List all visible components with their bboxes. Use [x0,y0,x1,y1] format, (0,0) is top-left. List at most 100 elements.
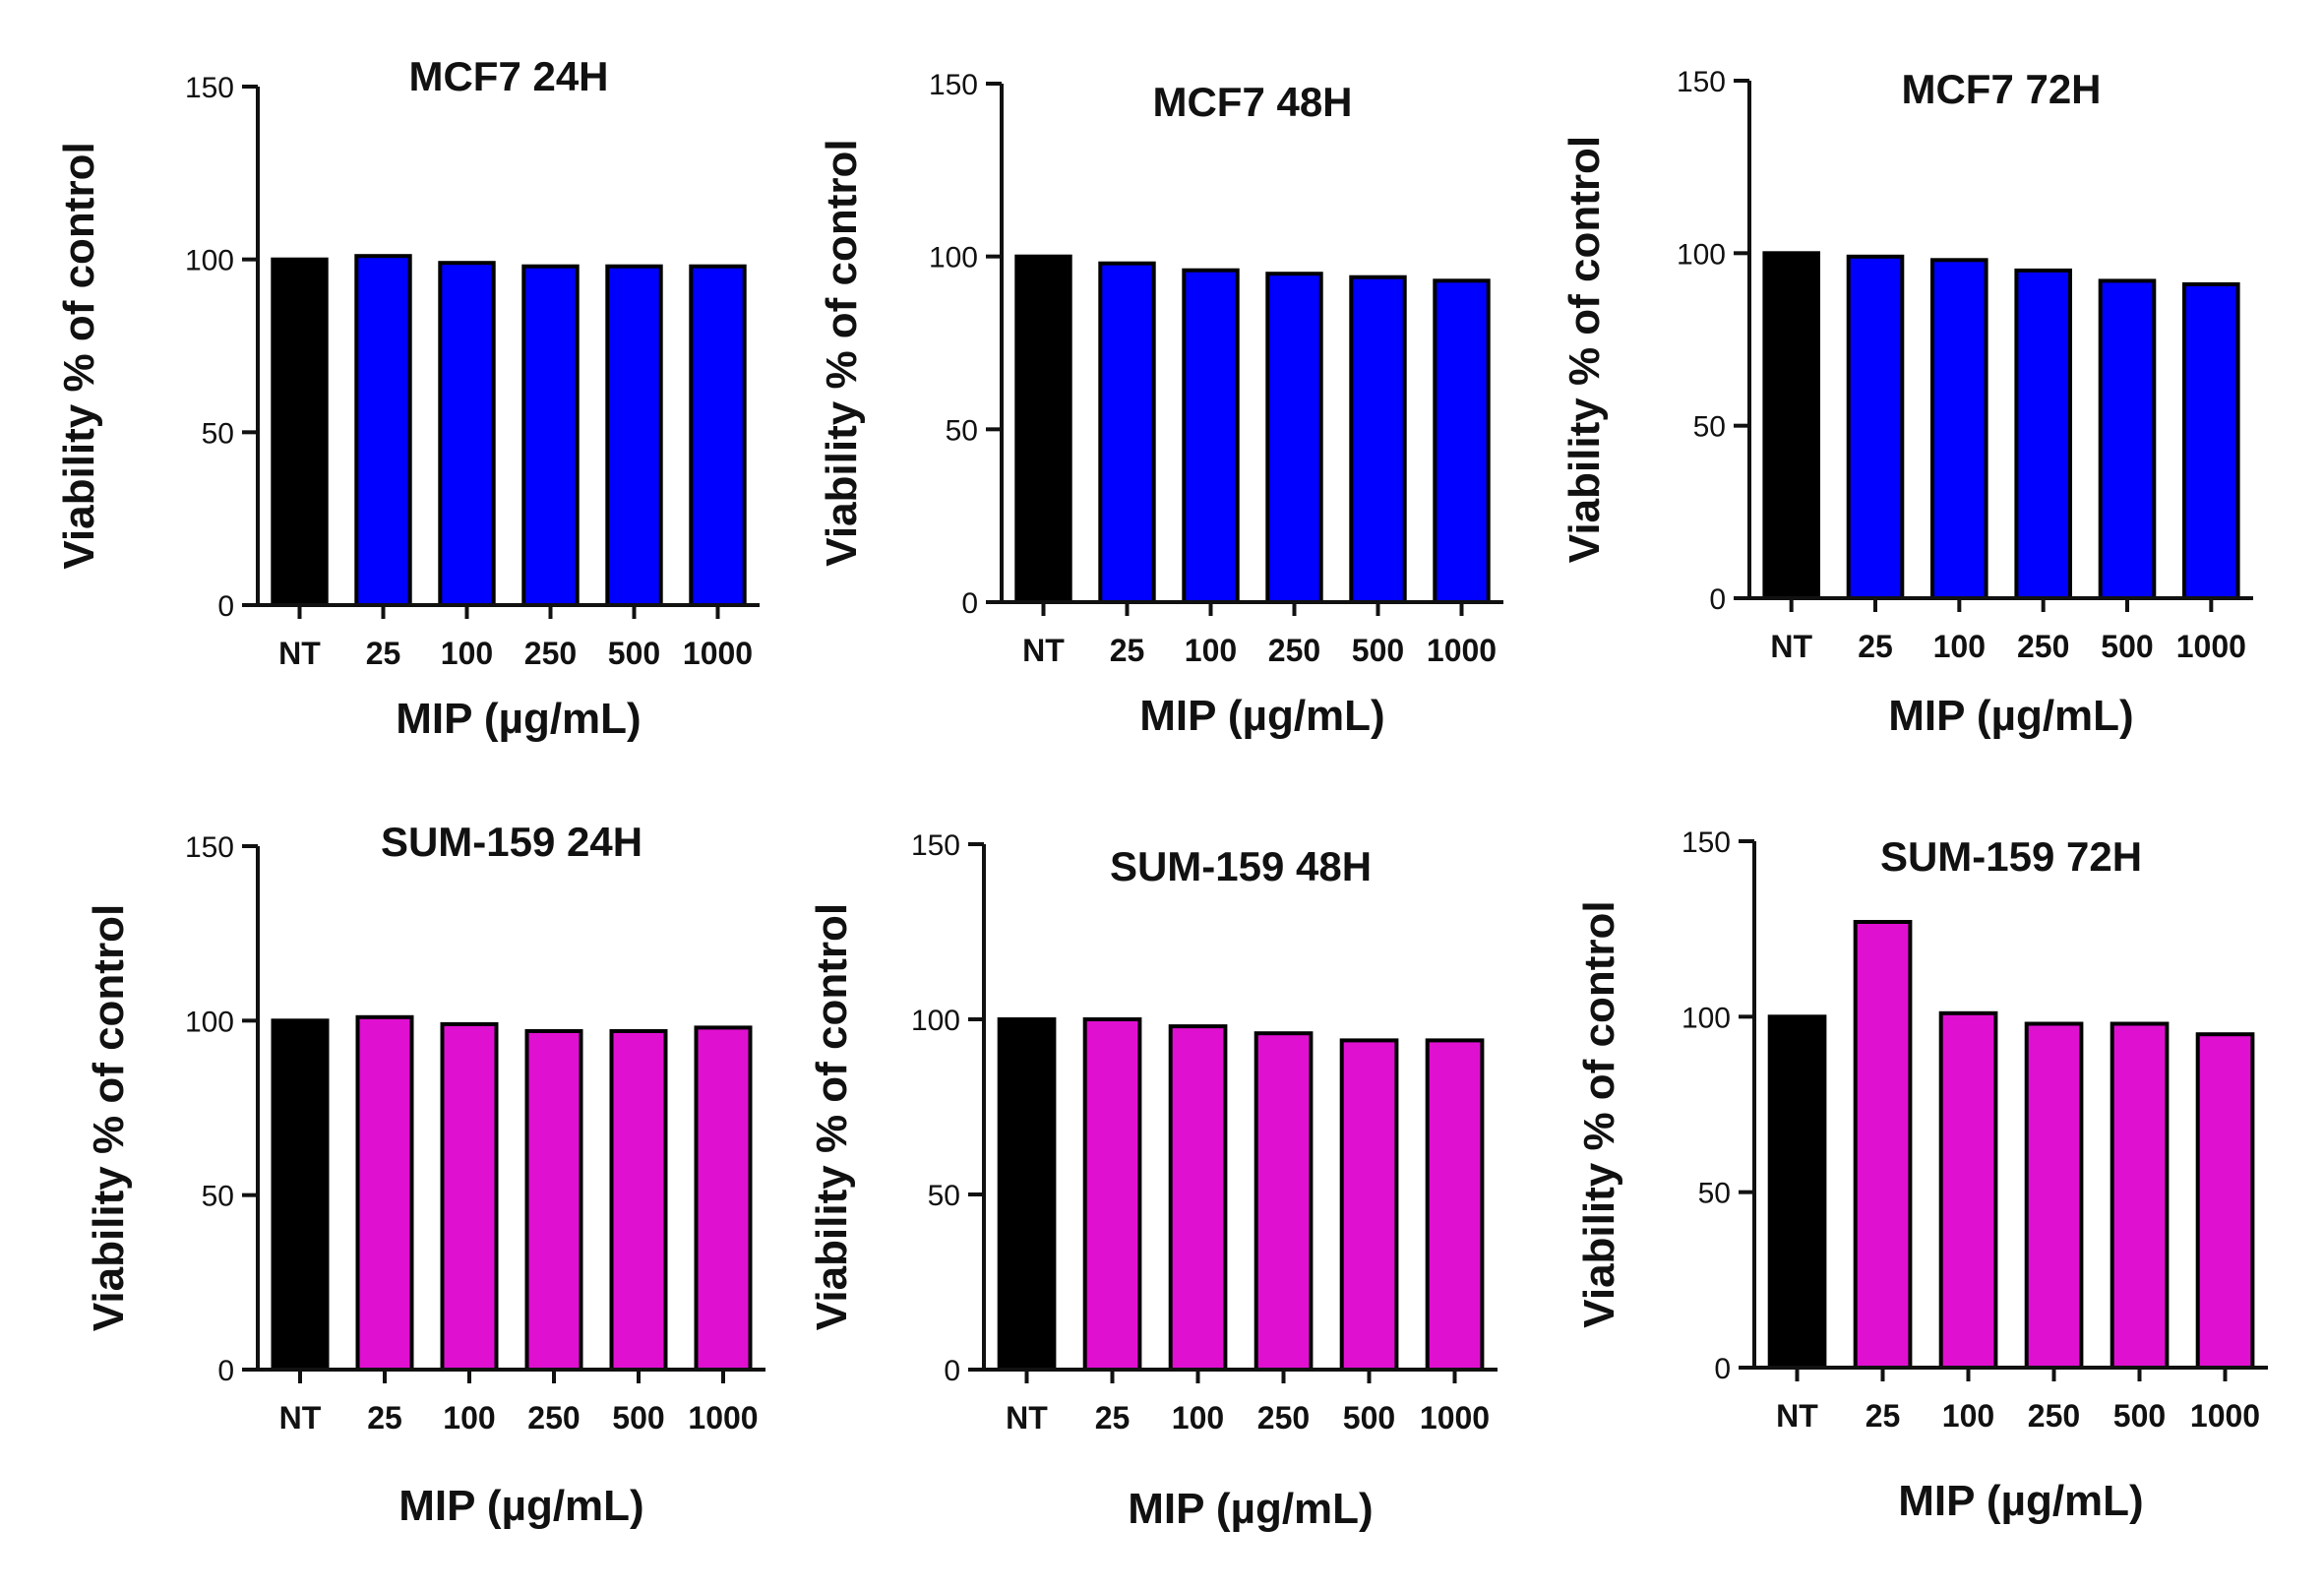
y-tick-label: 150 [185,72,234,104]
bar-500 [1339,1038,1399,1373]
x-tick-label: 250 [2028,1398,2080,1434]
y-axis-label: Viability % of control [55,142,103,569]
x-tick-label: 250 [1257,1400,1310,1436]
x-axis-label: MIP (µg/mL) [1888,692,2133,740]
x-tick-label: 25 [1095,1400,1131,1436]
bar-NT [271,1018,330,1373]
bar-NT [271,257,329,607]
y-axis-label: Viability % of control [85,904,133,1331]
bar-1000 [2182,281,2240,600]
bar-100 [1182,268,1240,604]
bar-25 [355,1014,414,1373]
bar-100 [440,1021,499,1373]
y-axis-label: Viability % of control [1560,136,1609,563]
y-tick-label: 100 [185,245,234,277]
x-axis-label: MIP (µg/mL) [396,695,641,743]
bar-250 [521,264,580,607]
bar-250 [2024,1021,2084,1370]
x-tick-label: 500 [608,636,660,671]
y-tick-label: 150 [911,829,960,862]
bar-1000 [1425,1038,1485,1373]
x-tick-label: 25 [367,1400,402,1436]
x-tick-label: 100 [1933,629,1986,664]
x-tick-label: 100 [443,1400,495,1436]
bar-500 [2110,1021,2170,1370]
chart-title: SUM-159 24H [381,819,642,865]
y-tick-label: 100 [185,1006,234,1038]
y-tick-label: 50 [202,1181,234,1213]
y-tick-label: 0 [217,1355,234,1387]
x-tick-label: 500 [2113,1398,2166,1434]
y-tick-label: 50 [946,414,978,447]
bar-100 [438,261,496,607]
chart-title: MCF7 72H [1901,66,2101,112]
y-tick-label: 100 [929,242,978,275]
x-tick-label: 500 [612,1400,664,1436]
x-tick-label: 25 [366,636,401,671]
x-tick-label: NT [1022,633,1065,668]
x-tick-label: NT [279,1400,322,1436]
y-tick-label: 150 [929,69,978,101]
x-axis-label: MIP (µg/mL) [1139,692,1384,740]
bar-250 [1265,272,1323,604]
x-tick-label: 1000 [1427,633,1497,668]
chart-title: MCF7 48H [1152,79,1352,125]
bar-25 [1846,254,1905,600]
y-tick-label: 50 [1698,1178,1731,1210]
bar-25 [1082,1017,1142,1372]
y-tick-label: 150 [185,831,234,864]
bar-1000 [1433,278,1491,604]
y-tick-label: 0 [1709,583,1726,616]
bar-25 [1098,261,1156,604]
bar-500 [1349,275,1407,604]
y-tick-label: 0 [961,587,978,620]
chart-panel-3: NT 25 100 250 500 1000 0 50 100 150 MCF7 72H MIP (µ… [1560,66,2253,740]
x-tick-label: 100 [1942,1398,1994,1434]
x-tick-label: 100 [1172,1400,1224,1436]
bar-100 [1168,1024,1228,1372]
x-axis-label: MIP (µg/mL) [398,1482,643,1530]
bar-1000 [2195,1032,2255,1370]
y-tick-label: 100 [1682,1002,1731,1034]
bar-250 [524,1029,583,1372]
chart-panel-4: NT 25 100 250 500 1000 0 50 100 150 SUM-159 24H MIP… [85,819,765,1530]
chart-title: SUM-159 72H [1880,833,2142,880]
x-tick-label: 250 [2017,629,2069,664]
x-tick-label: 1000 [2176,629,2246,664]
x-tick-label: 25 [1865,1398,1901,1434]
bar-100 [1938,1010,1998,1371]
y-tick-label: 50 [1693,411,1726,444]
bar-NT [997,1017,1057,1372]
bar-NT [1014,254,1072,604]
x-tick-label: 500 [1352,633,1404,668]
y-tick-label: 100 [911,1005,960,1037]
x-tick-label: NT [1770,629,1812,664]
x-tick-label: 250 [527,1400,580,1436]
y-tick-label: 50 [202,417,234,450]
bar-250 [1254,1031,1314,1372]
x-tick-label: 1000 [2190,1398,2260,1434]
chart-panel-6: NT 25 100 250 500 1000 0 50 100 150 SUM-159 72H MIP… [1575,826,2268,1525]
x-tick-label: 1000 [683,636,753,671]
chart-panel-2: NT 25 100 250 500 1000 0 50 100 150 MCF7 48H MIP (µ… [818,69,1503,740]
bar-1000 [689,264,747,607]
x-tick-label: NT [278,636,321,671]
x-tick-label: NT [1776,1398,1818,1434]
bar-NT [1767,1014,1827,1371]
x-tick-label: 100 [1185,633,1237,668]
bar-25 [354,254,412,607]
y-tick-label: 50 [928,1180,960,1212]
x-tick-label: NT [1006,1400,1048,1436]
bar-NT [1762,251,1821,600]
chart-panel-1: NT 25 100 250 500 1000 0 50 100 150 MCF7 24H MIP (µ… [55,53,760,743]
x-tick-label: 25 [1858,629,1893,664]
x-tick-label: 1000 [1420,1400,1490,1436]
bar-500 [605,264,663,607]
bar-250 [2014,268,2072,600]
x-tick-label: 500 [1343,1400,1395,1436]
bar-25 [1853,920,1913,1370]
chart-panel-5: NT 25 100 250 500 1000 0 50 100 150 SUM-159 48H MIP… [808,829,1498,1533]
bar-100 [1930,258,1988,600]
